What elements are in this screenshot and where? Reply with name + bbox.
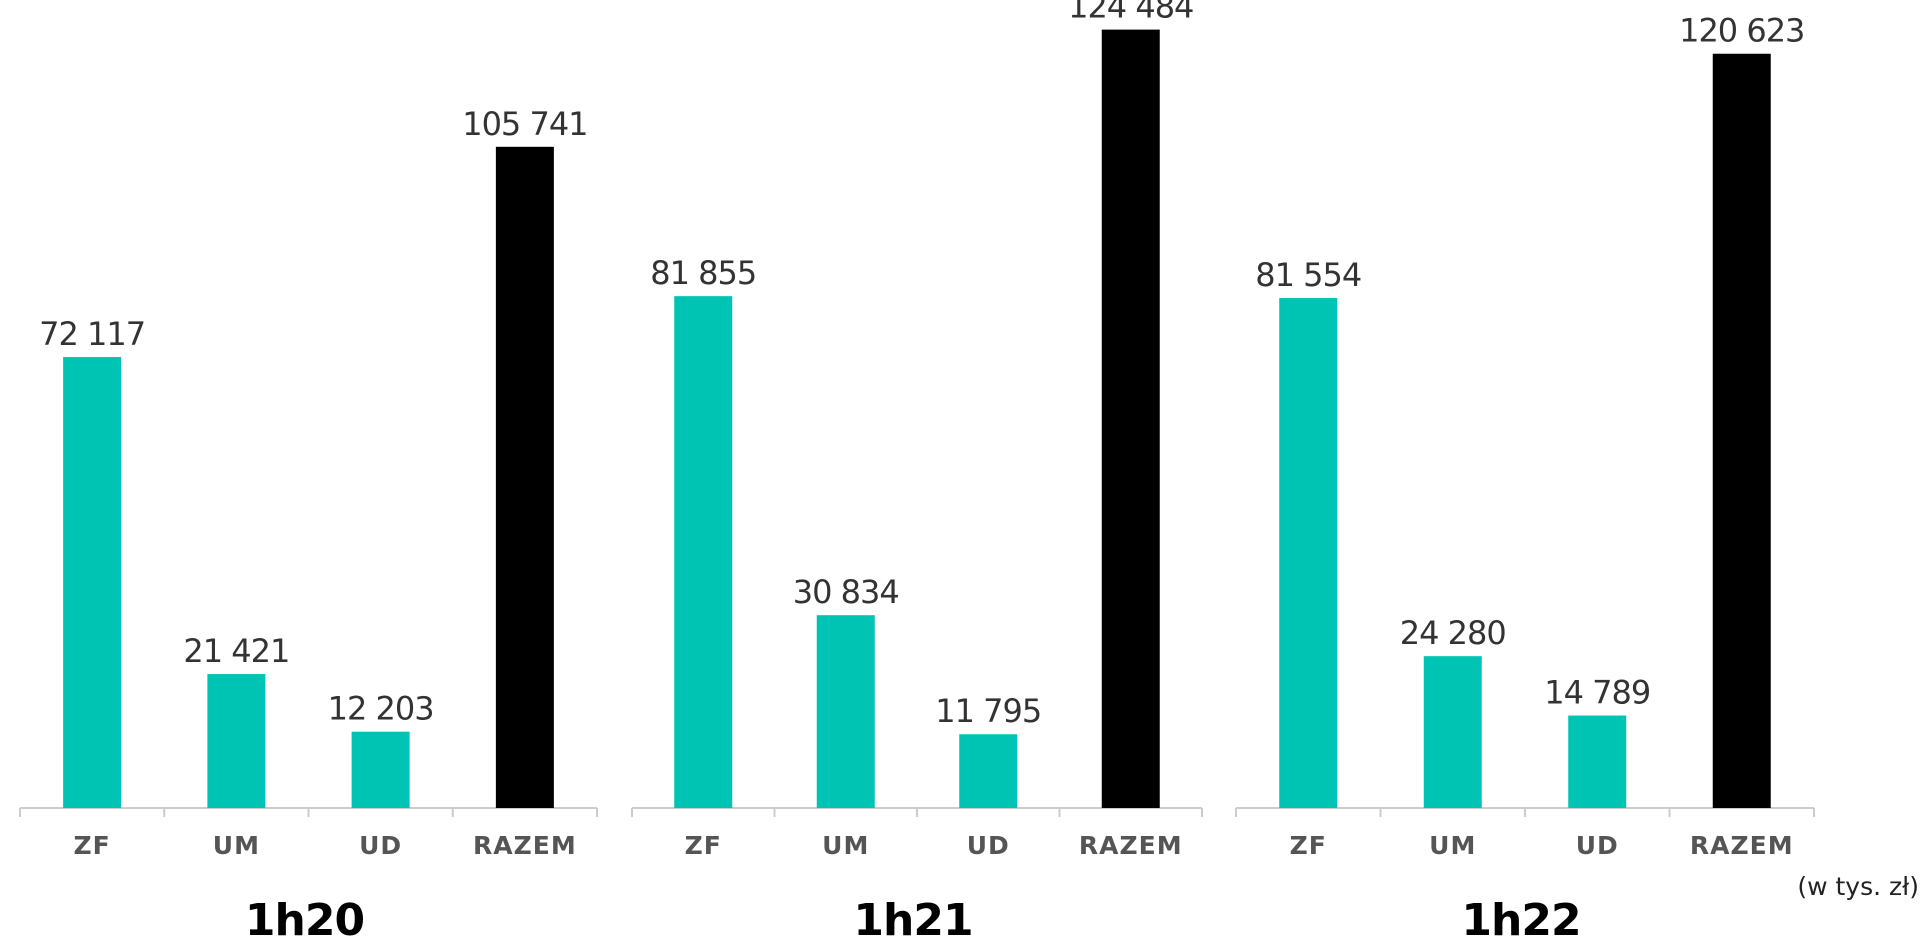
category-label-1h21-zf: ZF <box>685 831 722 860</box>
data-label-1h22-razem: 120 623 <box>1679 12 1804 50</box>
group-label-1h22: 1h22 <box>1461 895 1580 941</box>
data-label-1h20-zf: 72 117 <box>39 315 145 353</box>
group-label-1h20: 1h20 <box>245 895 364 941</box>
bar-1h22-ud <box>1568 715 1627 808</box>
bar-1h20-ud <box>351 731 410 808</box>
category-label-1h21-um: UM <box>822 831 869 860</box>
bar-1h21-um <box>816 615 875 808</box>
bar-1h22-razem <box>1712 53 1771 808</box>
category-label-1h22-zf: ZF <box>1290 831 1327 860</box>
group-label-1h21: 1h21 <box>853 895 972 941</box>
bar-1h21-razem <box>1101 29 1160 808</box>
category-label-1h22-razem: RAZEM <box>1690 831 1794 860</box>
bar-1h20-um <box>207 674 266 808</box>
data-label-1h21-ud: 11 795 <box>935 692 1041 730</box>
unit-note: (w tys. zł) <box>1797 872 1919 901</box>
category-label-1h20-razem: RAZEM <box>473 831 577 860</box>
data-label-1h21-razem: 124 484 <box>1068 0 1193 26</box>
category-label-1h21-ud: UD <box>967 831 1010 860</box>
category-label-1h20-ud: UD <box>359 831 402 860</box>
data-label-1h20-um: 21 421 <box>183 632 289 670</box>
category-label-1h20-zf: ZF <box>74 831 111 860</box>
data-label-1h22-um: 24 280 <box>1400 614 1506 652</box>
data-label-1h20-razem: 105 741 <box>462 105 587 143</box>
category-label-1h20-um: UM <box>213 831 260 860</box>
data-label-1h22-ud: 14 789 <box>1544 674 1650 712</box>
bar-1h21-ud <box>959 734 1018 808</box>
category-label-1h22-um: UM <box>1429 831 1476 860</box>
bar-1h20-razem <box>495 146 554 809</box>
category-label-1h22-ud: UD <box>1576 831 1619 860</box>
bar-1h22-zf <box>1279 298 1338 808</box>
bar-1h21-zf <box>674 296 733 808</box>
data-label-1h20-ud: 12 203 <box>328 690 434 728</box>
data-label-1h21-um: 30 834 <box>793 573 899 611</box>
bar-1h20-zf <box>63 357 122 808</box>
data-label-1h21-zf: 81 855 <box>650 254 756 292</box>
category-label-1h21-razem: RAZEM <box>1079 831 1183 860</box>
data-label-1h22-zf: 81 554 <box>1255 256 1361 294</box>
bar-1h22-um <box>1423 656 1482 808</box>
